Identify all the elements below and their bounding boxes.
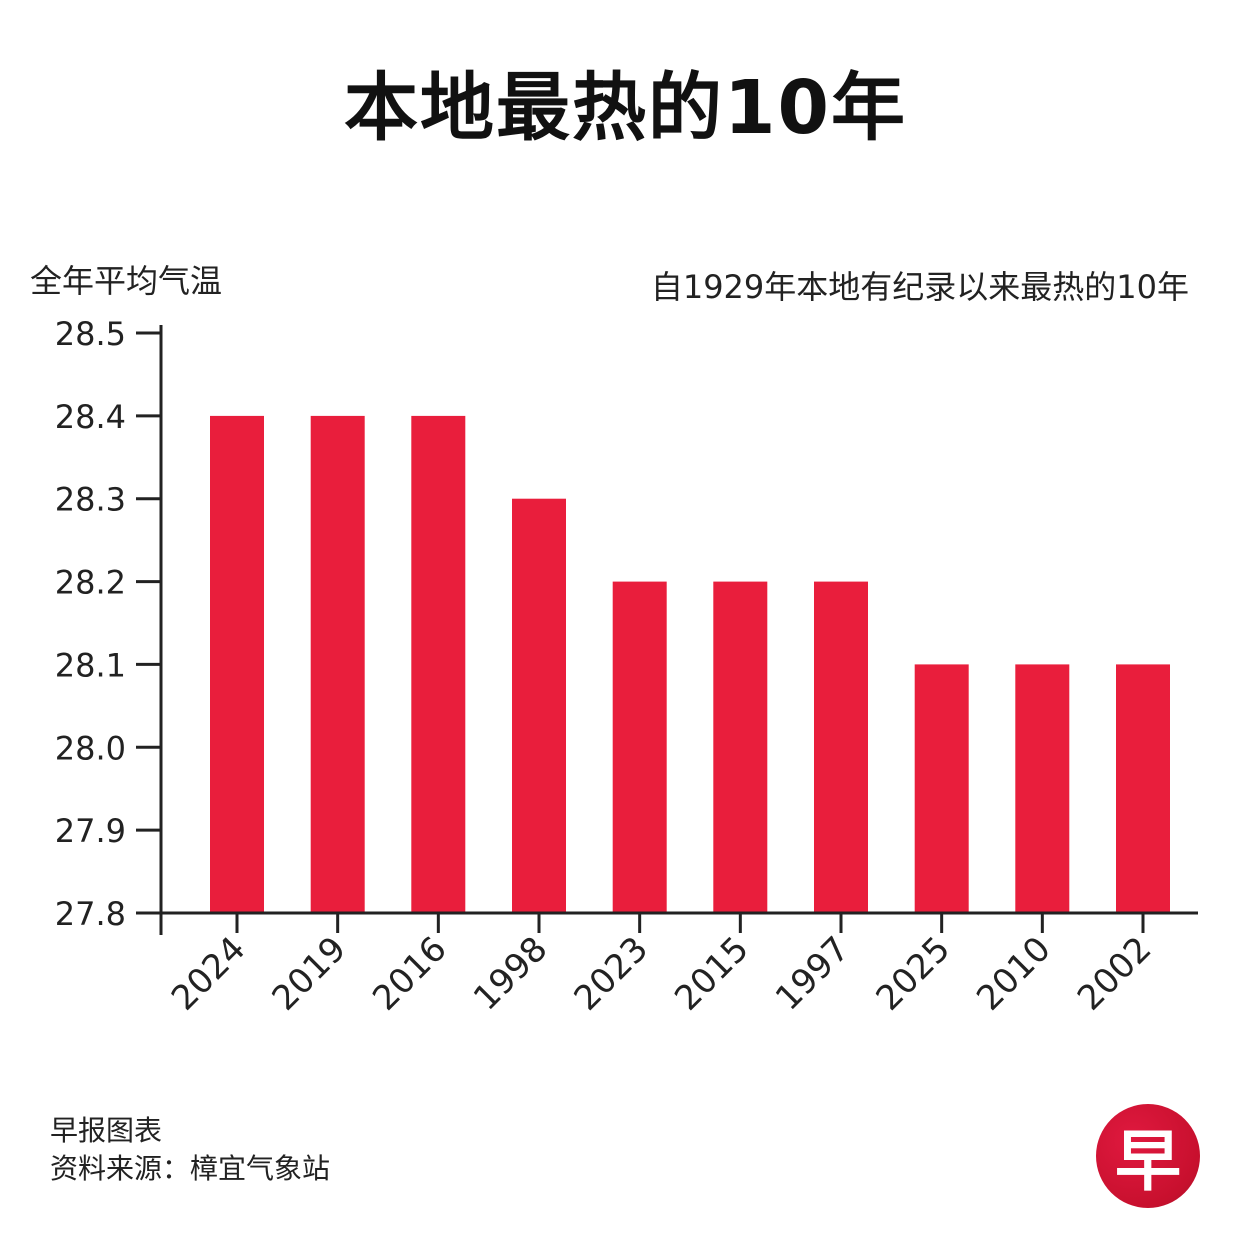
- chart-title: 本地最热的10年: [344, 65, 907, 151]
- bar-2015: [713, 581, 768, 913]
- y-tick-label-28.2: 28.2: [55, 564, 126, 602]
- bar-2023: [612, 581, 667, 913]
- y-tick-label-28.3: 28.3: [55, 481, 126, 519]
- x-tick-label-2023: 2023: [567, 929, 656, 1018]
- footer-source: 资料来源：樟宜气象站: [50, 1152, 331, 1185]
- bar-2024: [210, 415, 264, 913]
- x-tick-label-2024: 2024: [164, 929, 253, 1018]
- logo-glyph: 早: [1115, 1123, 1181, 1200]
- zaobao-logo: 早: [1096, 1104, 1200, 1208]
- x-tick-label-1998: 1998: [466, 929, 555, 1018]
- x-tick-label-2016: 2016: [365, 929, 454, 1018]
- y-tick-label-28.1: 28.1: [55, 646, 126, 684]
- bar-chart: 27.827.928.028.128.228.328.428.5 2024 201…: [55, 315, 1198, 1019]
- bar-1997: [814, 581, 868, 913]
- x-tick-label-2025: 2025: [869, 929, 958, 1018]
- y-tick-label-28.4: 28.4: [55, 398, 126, 436]
- x-labels-group: 2024 2019 2016 1998 2023 2015 1997 2025 2010 2002: [164, 913, 1159, 1019]
- bar-2016: [411, 415, 466, 913]
- axes-group: [136, 325, 1198, 935]
- x-tick-label-1997: 1997: [768, 929, 857, 1018]
- bar-2019: [310, 415, 365, 913]
- bar-2010: [1015, 664, 1070, 913]
- x-tick-label-2019: 2019: [265, 929, 354, 1018]
- y-tick-label-28.0: 28.0: [55, 729, 126, 767]
- bars-group: [210, 415, 1170, 913]
- x-tick-label-2002: 2002: [1070, 929, 1159, 1018]
- x-tick-label-2015: 2015: [667, 929, 756, 1018]
- footer: 早报图表 资料来源：樟宜气象站: [50, 1112, 330, 1188]
- chart-subtitle: 自1929年本地有纪录以来最热的10年: [650, 268, 1189, 306]
- y-tick-label-28.5: 28.5: [55, 315, 126, 353]
- y-axis-label: 全年平均气温: [30, 262, 223, 300]
- footer-credit: 早报图表: [50, 1114, 163, 1147]
- x-tick-label-2010: 2010: [969, 929, 1058, 1018]
- bar-1998: [512, 498, 566, 913]
- bar-2025: [914, 664, 969, 913]
- y-tick-label-27.9: 27.9: [55, 812, 126, 850]
- y-tick-label-27.8: 27.8: [55, 895, 126, 933]
- y-ticks-group: 27.8 27.9 28.0 28.1 28.2 28.3 28.4 28.5: [55, 315, 161, 933]
- bar-2002: [1116, 664, 1170, 913]
